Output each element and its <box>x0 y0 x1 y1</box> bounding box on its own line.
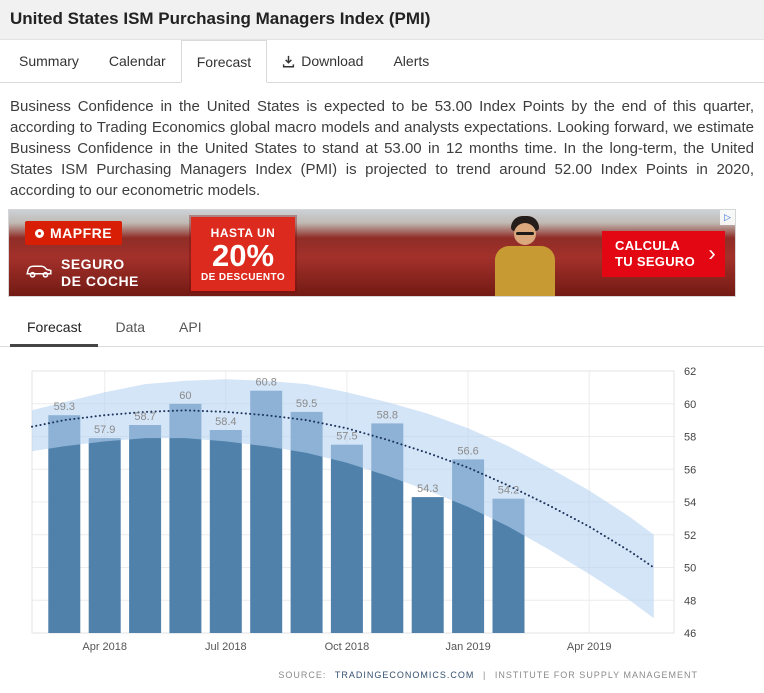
tab-calendar[interactable]: Calendar <box>108 53 166 69</box>
tab-summary[interactable]: Summary <box>19 53 79 69</box>
person-jacket <box>495 246 555 296</box>
source-line: SOURCE: TRADINGECONOMICS.COM | INSTITUTE… <box>0 664 764 688</box>
svg-text:52: 52 <box>684 530 696 542</box>
source-tradingeconomics: TRADINGECONOMICS.COM <box>334 670 475 680</box>
svg-text:46: 46 <box>684 628 696 640</box>
main-tab-bar: Summary Calendar Forecast Download Alert… <box>0 40 764 83</box>
svg-text:48: 48 <box>684 595 696 607</box>
source-institute: INSTITUTE FOR SUPPLY MANAGEMENT <box>494 670 698 680</box>
svg-text:60: 60 <box>179 390 191 402</box>
subtab-api[interactable]: API <box>179 319 202 335</box>
svg-text:54.3: 54.3 <box>417 483 438 495</box>
source-label: SOURCE: <box>278 670 327 680</box>
tab-download[interactable]: Download <box>267 40 378 82</box>
ad-brand-label: MAPFRE <box>50 225 113 241</box>
svg-text:58.7: 58.7 <box>134 411 155 423</box>
svg-text:54.2: 54.2 <box>498 485 519 497</box>
forecast-description: Business Confidence in the United States… <box>10 98 754 199</box>
svg-text:57.5: 57.5 <box>336 431 357 443</box>
adchoices-icon[interactable]: ▷ <box>720 210 735 225</box>
svg-text:56: 56 <box>684 464 696 476</box>
ad-offer: HASTA UN 20% DE DESCUENTO <box>191 217 295 291</box>
svg-text:58.4: 58.4 <box>215 416 236 428</box>
ad-product-block: SEGURO DE COCHE <box>25 256 139 290</box>
svg-text:60.8: 60.8 <box>255 377 276 389</box>
tab-alerts[interactable]: Alerts <box>393 53 430 69</box>
svg-text:Jul 2018: Jul 2018 <box>205 641 247 653</box>
chart-canvas: 46 48 50 52 54 56 58 60 62 Apr 2018 Jul 2018 Oct 20… <box>31 366 696 653</box>
svg-text:60: 60 <box>684 399 696 411</box>
svg-text:59.3: 59.3 <box>54 401 75 413</box>
ad-banner[interactable]: MAPFRE SEGURO DE COCHE HASTA UN 20% DE DE… <box>8 209 736 297</box>
svg-text:Apr 2018: Apr 2018 <box>82 641 127 653</box>
ad-offer-value: 20% <box>211 237 275 273</box>
person-glasses <box>516 232 534 235</box>
svg-text:Oct 2018: Oct 2018 <box>325 641 370 653</box>
svg-text:58: 58 <box>684 432 696 444</box>
svg-text:62: 62 <box>684 366 696 378</box>
ad-offer-bottom: DE DESCUENTO <box>200 271 286 283</box>
source-separator: | <box>482 670 487 680</box>
svg-text:54: 54 <box>684 497 696 509</box>
svg-text:58.8: 58.8 <box>377 409 398 421</box>
svg-text:59.5: 59.5 <box>296 398 317 410</box>
mapfre-logo: MAPFRE <box>25 221 123 245</box>
person-illustration <box>481 214 567 296</box>
download-label: Download <box>301 53 364 69</box>
page-title: United States ISM Purchasing Managers In… <box>10 9 431 28</box>
forecast-chart: 46 48 50 52 54 56 58 60 62 Apr 2018 Jul 2018 Oct 20… <box>0 347 764 664</box>
sub-tab-bar: Forecast Data API <box>0 309 764 347</box>
svg-text:50: 50 <box>684 563 696 575</box>
svg-text:Apr 2019: Apr 2019 <box>567 641 612 653</box>
page-header: United States ISM Purchasing Managers In… <box>0 0 764 40</box>
svg-text:56.6: 56.6 <box>457 445 478 457</box>
mapfre-mark-icon <box>35 228 44 238</box>
ad-cta-button[interactable]: CALCULA TU SEGURO › <box>602 231 725 277</box>
ad-product-text: SEGURO DE COCHE <box>61 256 139 289</box>
subtab-forecast[interactable]: Forecast <box>10 309 99 347</box>
svg-text:Jan 2019: Jan 2019 <box>445 641 490 653</box>
tab-forecast[interactable]: Forecast <box>180 40 268 83</box>
car-icon <box>25 263 53 283</box>
ad-offer-top: HASTA UN <box>210 225 276 240</box>
download-icon <box>282 55 295 71</box>
subtab-data[interactable]: Data <box>115 319 146 335</box>
svg-text:57.9: 57.9 <box>94 424 115 436</box>
chevron-right-icon: › <box>708 240 716 266</box>
